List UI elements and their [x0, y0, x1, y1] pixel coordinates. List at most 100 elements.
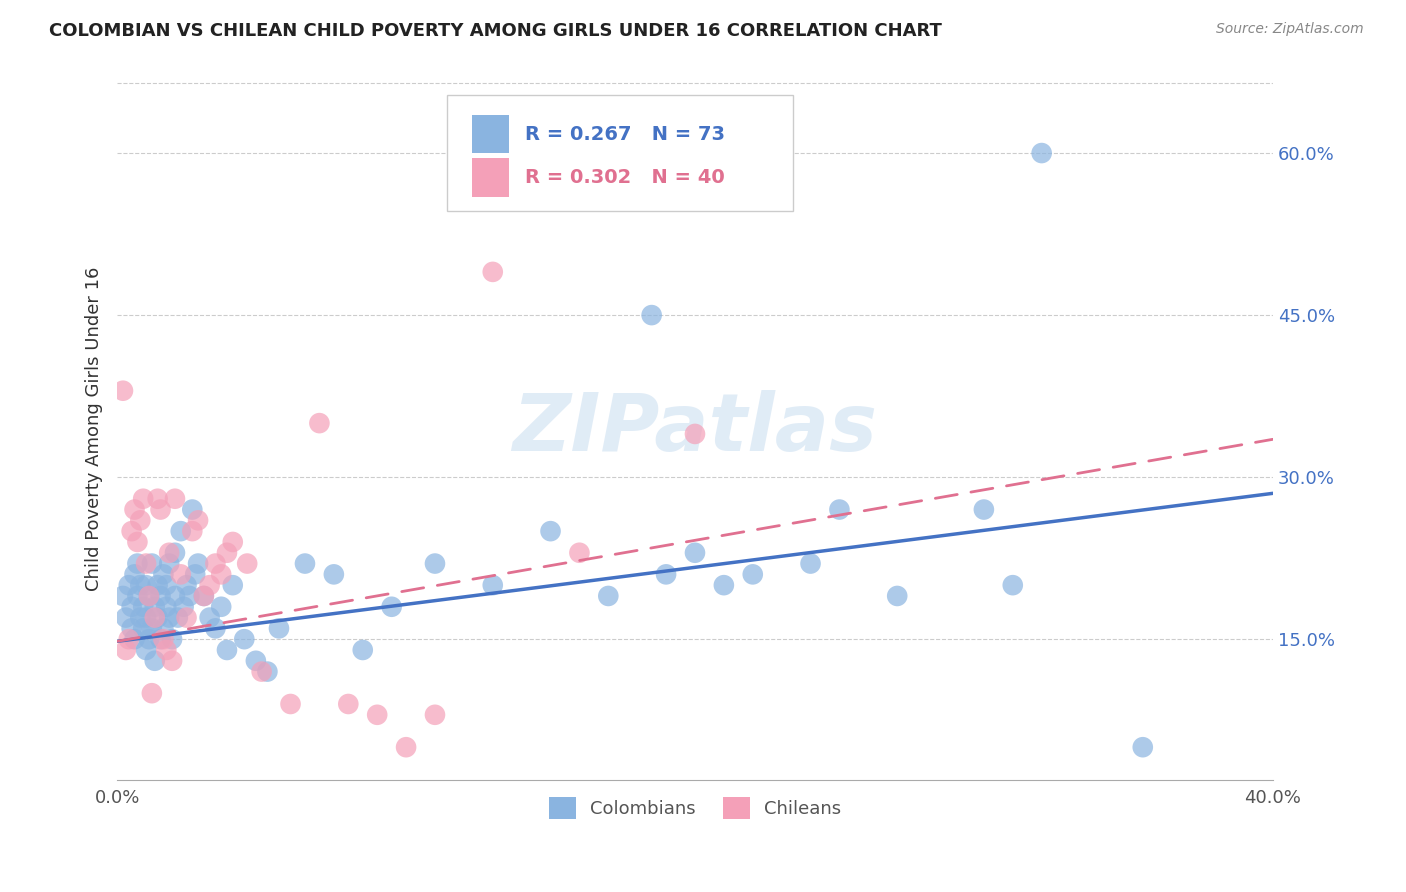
Text: R = 0.267   N = 73: R = 0.267 N = 73 — [524, 125, 725, 144]
Point — [1132, 740, 1154, 755]
Point — [152, 621, 174, 635]
Point — [322, 567, 344, 582]
Point — [143, 610, 166, 624]
FancyBboxPatch shape — [472, 115, 509, 153]
Point — [129, 513, 152, 527]
Point — [683, 546, 706, 560]
Point — [118, 632, 141, 647]
Point — [146, 578, 169, 592]
Point — [118, 578, 141, 592]
Point — [215, 546, 238, 560]
Point — [155, 578, 177, 592]
Point — [222, 578, 245, 592]
Point — [187, 557, 209, 571]
Point — [236, 557, 259, 571]
Legend: Colombians, Chileans: Colombians, Chileans — [534, 783, 856, 834]
Point — [121, 524, 143, 538]
Point — [381, 599, 404, 614]
Point — [1001, 578, 1024, 592]
Point — [129, 578, 152, 592]
Point — [308, 416, 330, 430]
Point — [146, 491, 169, 506]
Point — [124, 632, 146, 647]
Point — [193, 589, 215, 603]
Point — [121, 621, 143, 635]
Point — [352, 643, 374, 657]
Point — [138, 589, 160, 603]
Point — [245, 654, 267, 668]
Point — [115, 643, 138, 657]
Point — [135, 578, 157, 592]
Point — [233, 632, 256, 647]
Point — [598, 589, 620, 603]
Point — [135, 557, 157, 571]
Point — [655, 567, 678, 582]
Point — [163, 546, 186, 560]
Point — [973, 502, 995, 516]
Point — [132, 491, 155, 506]
Point — [828, 502, 851, 516]
Point — [121, 599, 143, 614]
Point — [540, 524, 562, 538]
Point — [173, 599, 195, 614]
Text: COLOMBIAN VS CHILEAN CHILD POVERTY AMONG GIRLS UNDER 16 CORRELATION CHART: COLOMBIAN VS CHILEAN CHILD POVERTY AMONG… — [49, 22, 942, 40]
Point — [713, 578, 735, 592]
Point — [124, 502, 146, 516]
Point — [127, 557, 149, 571]
FancyBboxPatch shape — [472, 158, 509, 197]
Point — [193, 589, 215, 603]
Point — [157, 546, 180, 560]
Point — [155, 599, 177, 614]
Point — [267, 621, 290, 635]
Point — [256, 665, 278, 679]
Point — [135, 643, 157, 657]
Point — [683, 426, 706, 441]
Point — [170, 567, 193, 582]
Point — [198, 578, 221, 592]
Point — [215, 643, 238, 657]
Text: ZIPatlas: ZIPatlas — [512, 390, 877, 467]
Point — [294, 557, 316, 571]
Point — [149, 502, 172, 516]
Point — [127, 535, 149, 549]
Point — [280, 697, 302, 711]
Point — [149, 589, 172, 603]
Point — [568, 546, 591, 560]
Text: R = 0.302   N = 40: R = 0.302 N = 40 — [524, 169, 725, 187]
Point — [141, 621, 163, 635]
Point — [143, 654, 166, 668]
Point — [152, 632, 174, 647]
Point — [181, 502, 204, 516]
Point — [115, 610, 138, 624]
Point — [163, 491, 186, 506]
Point — [366, 707, 388, 722]
Point — [640, 308, 662, 322]
Point — [132, 599, 155, 614]
Point — [204, 621, 226, 635]
Point — [395, 740, 418, 755]
Point — [799, 557, 821, 571]
Point — [198, 610, 221, 624]
Point — [187, 513, 209, 527]
Point — [160, 632, 183, 647]
Point — [481, 578, 503, 592]
Point — [141, 686, 163, 700]
Point — [481, 265, 503, 279]
Point — [160, 654, 183, 668]
Point — [132, 621, 155, 635]
Point — [222, 535, 245, 549]
Point — [423, 557, 446, 571]
Point — [423, 707, 446, 722]
Point — [127, 589, 149, 603]
Point — [152, 567, 174, 582]
Point — [337, 697, 360, 711]
Point — [146, 610, 169, 624]
Point — [157, 610, 180, 624]
Point — [166, 610, 188, 624]
Point — [124, 567, 146, 582]
Point — [176, 578, 198, 592]
Point — [209, 599, 232, 614]
Point — [111, 589, 134, 603]
Point — [129, 610, 152, 624]
Point — [149, 632, 172, 647]
